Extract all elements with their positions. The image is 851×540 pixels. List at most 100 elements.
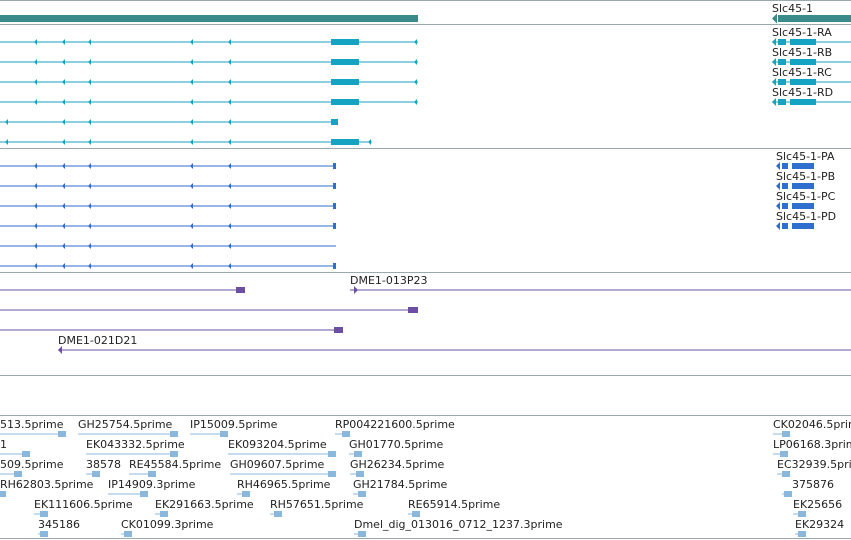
protein-end[interactable] xyxy=(333,263,336,269)
transcript-cds[interactable] xyxy=(790,59,816,65)
transcript-exon-arrow[interactable] xyxy=(62,119,65,125)
transcript-label-ra[interactable]: Slc45-1-RA xyxy=(772,26,832,39)
protein-exon-arrow[interactable] xyxy=(228,243,231,249)
clone-end[interactable] xyxy=(334,327,343,333)
transcript-exon-arrow[interactable] xyxy=(88,39,91,45)
transcript-exon-arrow[interactable] xyxy=(62,59,65,65)
transcript-exon-arrow[interactable] xyxy=(772,38,776,46)
transcript-exon-arrow[interactable] xyxy=(34,59,37,65)
transcript-exon-arrow[interactable] xyxy=(190,119,193,125)
est-glyph[interactable] xyxy=(358,531,366,537)
protein-end[interactable] xyxy=(333,163,336,169)
protein-exon-arrow[interactable] xyxy=(34,163,37,169)
transcript-exon-arrow[interactable] xyxy=(34,79,37,85)
protein-exon-arrow[interactable] xyxy=(62,163,65,169)
est-glyph[interactable] xyxy=(342,431,350,437)
protein-exon[interactable] xyxy=(782,223,788,229)
transcript-exon[interactable] xyxy=(778,59,786,65)
protein-exon-arrow[interactable] xyxy=(190,263,193,269)
transcript-label-pd[interactable]: Slc45-1-PD xyxy=(776,210,837,223)
est-label[interactable]: 375876 xyxy=(792,478,834,491)
est-glyph[interactable] xyxy=(780,451,788,457)
est-glyph[interactable] xyxy=(328,451,336,457)
protein-cds[interactable] xyxy=(792,203,814,209)
transcript-cds[interactable] xyxy=(331,99,359,105)
transcript-exon-arrow[interactable] xyxy=(62,79,65,85)
est-glyph[interactable] xyxy=(40,511,48,517)
est-label[interactable]: GH09607.5prime xyxy=(230,458,325,471)
protein-end[interactable] xyxy=(333,223,336,229)
gene-bar[interactable] xyxy=(0,15,418,22)
protein-exon-arrow[interactable] xyxy=(190,183,193,189)
est-glyph[interactable] xyxy=(354,451,362,457)
transcript-cds[interactable] xyxy=(790,99,816,105)
est-label[interactable]: RE65914.5prime xyxy=(408,498,501,511)
transcript-end-arrow[interactable] xyxy=(414,79,417,85)
est-label[interactable]: RH57651.5prime xyxy=(270,498,364,511)
protein-exon-arrow[interactable] xyxy=(228,223,231,229)
est-label[interactable]: EK111606.5prime xyxy=(34,498,133,511)
clone-label[interactable]: DME1-013P23 xyxy=(350,274,428,287)
est-glyph[interactable] xyxy=(40,531,48,537)
protein-exon-arrow[interactable] xyxy=(228,183,231,189)
est-glyph[interactable] xyxy=(140,491,148,497)
est-glyph[interactable] xyxy=(412,511,420,517)
gene-label[interactable]: Slc45-1 xyxy=(772,2,814,15)
transcript-exon-arrow[interactable] xyxy=(34,99,37,105)
est-label[interactable]: GH01770.5prime xyxy=(349,438,444,451)
est-glyph[interactable] xyxy=(22,451,30,457)
transcript-end-arrow[interactable] xyxy=(414,59,417,65)
gene-strand-arrow[interactable] xyxy=(772,13,777,24)
est-label[interactable]: GH26234.5prime xyxy=(350,458,445,471)
protein-exon-arrow[interactable] xyxy=(776,222,780,230)
protein-exon-arrow[interactable] xyxy=(88,243,91,249)
transcript-end-arrow[interactable] xyxy=(414,99,417,105)
transcript-exon-arrow[interactable] xyxy=(88,99,91,105)
transcript-exon-arrow[interactable] xyxy=(228,39,231,45)
protein-exon-arrow[interactable] xyxy=(88,183,91,189)
transcript-cds[interactable] xyxy=(790,39,816,45)
clone-end[interactable] xyxy=(236,287,245,293)
est-label[interactable]: EK043332.5prime xyxy=(86,438,185,451)
est-glyph[interactable] xyxy=(170,431,178,437)
est-label[interactable]: EK29324 xyxy=(795,518,845,531)
est-label[interactable]: EK291663.5prime xyxy=(155,498,254,511)
transcript-label-rd[interactable]: Slc45-1-RD xyxy=(772,86,834,99)
est-label[interactable]: IP14909.3prime xyxy=(108,478,196,491)
est-label[interactable]: 1 xyxy=(0,438,7,451)
transcript-exon-arrow[interactable] xyxy=(228,79,231,85)
transcript-label-pc[interactable]: Slc45-1-PC xyxy=(776,190,836,203)
transcript-end-arrow[interactable] xyxy=(414,39,417,45)
est-glyph[interactable] xyxy=(148,471,156,477)
protein-exon-arrow[interactable] xyxy=(34,183,37,189)
est-label[interactable]: RH62803.5prime xyxy=(0,478,94,491)
protein-exon-arrow[interactable] xyxy=(34,263,37,269)
transcript-cds[interactable] xyxy=(331,59,359,65)
est-glyph[interactable] xyxy=(358,491,366,497)
est-label[interactable]: GH25754.5prime xyxy=(78,418,173,431)
est-label[interactable]: RP004221600.5prime xyxy=(335,418,455,431)
protein-exon-arrow[interactable] xyxy=(190,243,193,249)
transcript-exon-arrow[interactable] xyxy=(228,59,231,65)
protein-exon-arrow[interactable] xyxy=(776,202,780,210)
transcript-exon[interactable] xyxy=(778,39,786,45)
est-glyph[interactable] xyxy=(0,491,6,497)
transcript-exon-arrow[interactable] xyxy=(190,139,193,145)
protein-cds[interactable] xyxy=(792,183,814,189)
protein-exon[interactable] xyxy=(782,163,788,169)
transcript-exon-arrow[interactable] xyxy=(190,79,193,85)
protein-exon-arrow[interactable] xyxy=(88,163,91,169)
transcript-exon-arrow[interactable] xyxy=(228,119,231,125)
protein-exon-arrow[interactable] xyxy=(88,203,91,209)
clone-label[interactable]: DME1-021D21 xyxy=(58,334,138,347)
transcript-exon-arrow[interactable] xyxy=(34,39,37,45)
transcript-end-arrow[interactable] xyxy=(368,139,371,145)
protein-exon-arrow[interactable] xyxy=(88,223,91,229)
clone-end[interactable] xyxy=(408,307,418,313)
transcript-label-rb[interactable]: Slc45-1-RB xyxy=(772,46,833,59)
est-label[interactable]: IP15009.5prime xyxy=(190,418,278,431)
transcript-exon-arrow[interactable] xyxy=(62,39,65,45)
est-glyph[interactable] xyxy=(160,511,168,517)
protein-exon-arrow[interactable] xyxy=(228,263,231,269)
est-label[interactable]: GH21784.5prime xyxy=(353,478,448,491)
